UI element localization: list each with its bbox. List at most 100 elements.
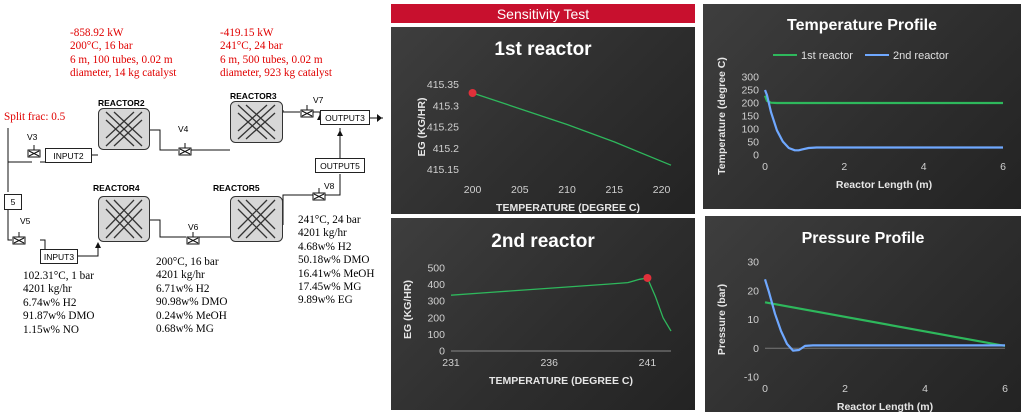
legend-label: 2nd reactor	[893, 50, 949, 62]
input2-box[interactable]: INPUT2	[45, 148, 92, 163]
reactor5-block[interactable]	[230, 196, 283, 242]
v8-h2: 4.68w% H2	[298, 240, 352, 253]
y-tick-label: -10	[744, 372, 759, 384]
x-tick-label: 6	[1000, 161, 1006, 173]
series-line	[763, 95, 1003, 105]
x-tick-label: 0	[762, 383, 768, 395]
reactor2-duty: -858.92 kW	[70, 27, 124, 39]
v8-flow: 4201 kg/hr	[298, 227, 347, 240]
v5-valve-icon[interactable]	[12, 232, 26, 246]
y-tick-label: 100	[427, 329, 445, 341]
reactor2-catalyst: diameter, 14 kg catalyst	[70, 67, 177, 80]
legend-label: 1st reactor	[801, 50, 853, 62]
y-tick-label: 500	[427, 263, 445, 275]
v8-meoh: 16.41w% MeOH	[298, 267, 375, 280]
reactor2-conditions: 200°C, 16 bar	[70, 40, 133, 53]
v6-conditions: 200°C, 16 bar	[156, 256, 219, 268]
chart-title: Temperature Profile	[787, 17, 937, 34]
v6-mg: 0.68w% MG	[156, 323, 214, 336]
v6-dmo: 90.98w% DMO	[156, 296, 228, 309]
series-line	[450, 277, 672, 332]
reactor3-catalyst: diameter, 923 kg catalyst	[220, 67, 333, 80]
chart-title: Pressure Profile	[802, 230, 925, 247]
reactor4-label: REACTOR4	[93, 183, 140, 193]
y-tick-label: 150	[741, 111, 759, 123]
v8-stream-annotation: 241°C, 24 bar 4201 kg/hr 4.68w% H2 50.18…	[298, 214, 374, 308]
y-tick-label: 400	[427, 279, 445, 291]
y-tick-label: 415.15	[427, 164, 459, 176]
x-axis-label: TEMPERATURE (DEGREE C)	[489, 375, 633, 387]
reactor3-block[interactable]	[230, 101, 283, 143]
y-tick-label: 200	[741, 98, 759, 110]
y-tick-label: 415.2	[433, 143, 459, 155]
x-tick-label: 4	[922, 383, 928, 395]
x-tick-label: 205	[511, 184, 529, 196]
input3-no: 1.15w% NO	[23, 323, 79, 336]
reactor4-block[interactable]	[98, 196, 150, 242]
v3-valve-icon[interactable]	[27, 145, 41, 159]
chart-2nd-reactor: 2nd reactor 0 100 200 300 400 500 231 236 241 TEMP…	[402, 231, 672, 387]
v7-valve-icon[interactable]	[300, 105, 314, 119]
x-axis-label: Reactor Length (m)	[837, 401, 933, 412]
v6-h2: 6.71w% H2	[156, 282, 210, 295]
v8-conditions: 241°C, 24 bar	[298, 214, 361, 226]
y-tick-label: 100	[741, 124, 759, 136]
reactor3-duty: -419.15 kW	[220, 27, 274, 39]
output3-box[interactable]: OUTPUT3	[320, 110, 370, 125]
x-tick-label: 6	[1002, 383, 1008, 395]
y-tick-label: 30	[747, 257, 759, 269]
chart-1st-reactor: 1st reactor 415.15 415.2 415.25 415.3 415.35 2…	[416, 39, 672, 214]
v8-eg: 9.89w% EG	[298, 294, 353, 307]
highlight-point	[468, 89, 477, 97]
reactor3-annotation: -419.15 kW 241°C, 24 bar 6 m, 500 tubes,…	[220, 27, 332, 81]
splitter-box[interactable]: 5	[4, 194, 22, 210]
input3-conditions: 102.31°C, 1 bar	[23, 270, 94, 282]
x-tick-label: 0	[762, 161, 768, 173]
y-axis-label: EG (KG/HR)	[402, 280, 414, 339]
chart-temperature-profile-panel: Temperature Profile 0 50 100 150 200 250 300 0 2 4…	[703, 4, 1021, 209]
series-line	[764, 301, 1006, 347]
v8-label: V8	[324, 181, 335, 191]
chart-pressure-profile-panel: Pressure Profile -10 0 10 20 30 0 2 4 6 Reactor Le…	[705, 216, 1021, 412]
chart-title: 2nd reactor	[491, 231, 595, 252]
y-axis-label: Temperature (degree C)	[716, 57, 728, 175]
y-tick-label: 300	[741, 72, 759, 84]
reactor2-block[interactable]	[98, 108, 150, 150]
v8-valve-icon[interactable]	[312, 188, 326, 202]
series-line	[472, 92, 672, 166]
y-tick-label: 415.35	[427, 79, 459, 91]
reactor5-label: REACTOR5	[213, 183, 260, 193]
reactor3-label: REACTOR3	[230, 91, 277, 101]
x-axis-label: Reactor Length (m)	[836, 179, 932, 191]
output5-box[interactable]: OUTPUT5	[315, 158, 365, 173]
input3-stream-annotation: 102.31°C, 1 bar 4201 kg/hr 6.74w% H2 91.…	[23, 270, 94, 337]
chart-title: 1st reactor	[494, 39, 592, 60]
y-tick-label: 200	[427, 312, 445, 324]
highlight-point	[643, 273, 652, 282]
x-tick-label: 210	[558, 184, 576, 196]
y-tick-label: 0	[753, 150, 759, 162]
reactor2-annotation: -858.92 kW 200°C, 16 bar 6 m, 100 tubes,…	[70, 27, 176, 81]
series-line	[763, 89, 1003, 152]
input3-flow: 4201 kg/hr	[23, 283, 72, 296]
chart-1st-reactor-panel: 1st reactor 415.15 415.2 415.25 415.3 415.35 2…	[391, 27, 695, 214]
input3-h2: 6.74w% H2	[23, 296, 77, 309]
input3-dmo: 91.87w% DMO	[23, 310, 95, 323]
x-axis-label: TEMPERATURE (DEGREE C)	[496, 202, 640, 214]
flowsheet: Split frac: 0.5 -858.92 kW 200°C, 16 bar…	[0, 0, 385, 415]
v4-valve-icon[interactable]	[178, 143, 192, 157]
v6-valve-icon[interactable]	[186, 232, 200, 246]
series-line	[763, 278, 1005, 352]
v6-meoh: 0.24w% MeOH	[156, 309, 227, 322]
x-tick-label: 2	[842, 383, 848, 395]
x-tick-label: 236	[540, 357, 558, 369]
reactor3-geometry: 6 m, 500 tubes, 0.02 m	[220, 53, 323, 66]
y-tick-label: 300	[427, 296, 445, 308]
y-tick-label: 415.3	[433, 100, 459, 112]
y-tick-label: 10	[747, 314, 759, 326]
input3-box[interactable]: INPUT3	[40, 249, 78, 264]
v5-label: V5	[20, 216, 31, 226]
y-tick-label: 415.25	[427, 122, 459, 134]
v8-dmo: 50.18w% DMO	[298, 254, 370, 267]
